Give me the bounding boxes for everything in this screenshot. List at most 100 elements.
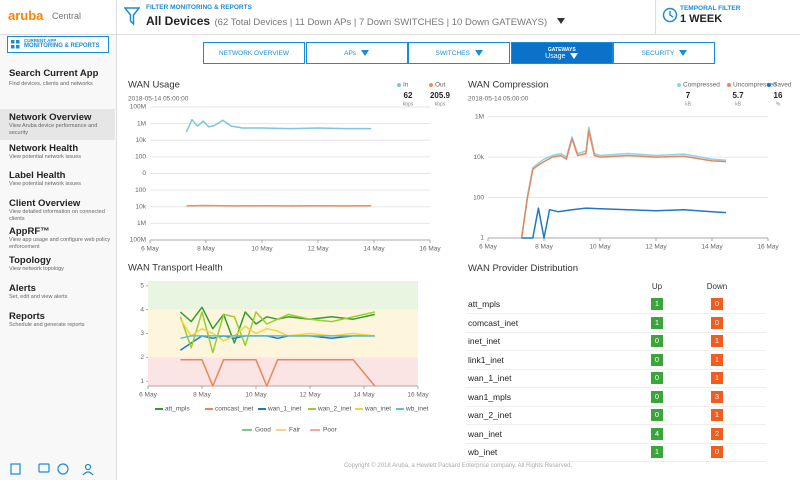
tab-label: SECURITY <box>641 49 675 57</box>
up-count: 0 <box>651 409 663 421</box>
tab[interactable]: SWITCHES <box>408 42 511 64</box>
temporal-value[interactable]: 1 WEEK <box>680 13 723 25</box>
down-count: 1 <box>711 409 723 421</box>
nav-title: Network Overview <box>9 112 92 123</box>
x-tick-label: 16 May <box>407 392 429 399</box>
series-line <box>179 311 375 354</box>
nav-subtitle: View app usage and configure web policy … <box>9 237 111 250</box>
nav-item[interactable]: Network Overview View Aruba device perfor… <box>0 109 115 140</box>
x-tick-label: 6 May <box>141 246 159 253</box>
nav-subtitle: View potential network issues <box>9 181 82 187</box>
column-header: Down <box>706 282 728 291</box>
nav-subtitle: View Aruba device performance and securi… <box>9 123 98 136</box>
timestamp: 2018-05-14 05:00:00 <box>128 96 189 103</box>
nav-item[interactable]: Topology View network topology <box>0 252 115 276</box>
column-header: Up <box>651 282 663 291</box>
chart-title: WAN Usage <box>128 80 180 91</box>
filter-label: FILTER MONITORING & REPORTS <box>146 4 252 11</box>
y-tick-label: 10k <box>136 137 147 144</box>
legend-label: wan_2_inet <box>317 406 351 413</box>
x-tick-label: 16 May <box>419 246 441 253</box>
series-line <box>179 306 375 344</box>
y-tick-label: 1 <box>480 235 484 242</box>
x-tick-label: 8 May <box>193 392 211 399</box>
sidebar-icons <box>10 463 94 476</box>
nav-title: Label Health <box>9 170 66 181</box>
x-tick-label: 8 May <box>535 244 553 251</box>
legend-unit: kbps <box>435 101 446 107</box>
panel-title: WAN Provider Distribution <box>468 263 578 274</box>
legend-swatch <box>429 83 433 87</box>
nav-item[interactable]: Reports Schedule and generate reports <box>0 308 115 332</box>
up-count: 0 <box>651 335 663 347</box>
tab-label: GATEWAYS <box>547 47 576 53</box>
down-count: 1 <box>711 335 723 347</box>
series-line <box>520 126 727 239</box>
legend-label: wb_inet <box>405 406 429 413</box>
y-tick-label: 100 <box>135 154 146 161</box>
tab[interactable]: GATEWAYS Usage <box>510 42 613 64</box>
legend-unit: kbps <box>403 101 414 107</box>
series-line <box>185 118 372 133</box>
legend-label: wan_inet <box>364 406 391 413</box>
x-tick-label: 10 May <box>251 246 273 253</box>
help-icon[interactable] <box>57 463 69 475</box>
filter-icon <box>124 7 140 26</box>
user-icon-body <box>82 471 94 476</box>
app-name: MONITORING & REPORTS <box>24 43 100 49</box>
up-count: 0 <box>651 372 663 384</box>
search-subtitle: Find devices, clients and networks <box>9 81 93 87</box>
chat-icon[interactable] <box>38 463 50 473</box>
down-count: 0 <box>711 298 723 310</box>
y-tick-label: 100M <box>130 104 146 111</box>
x-tick-label: 12 May <box>645 244 667 251</box>
tab-label: SWITCHES <box>435 49 470 57</box>
tab[interactable]: SECURITY <box>613 42 716 64</box>
tab-sublabel: Usage <box>545 53 566 60</box>
down-count: 2 <box>711 427 723 440</box>
tab-label-row: GATEWAYS <box>548 46 576 53</box>
x-tick-label: 12 May <box>307 246 329 253</box>
provider-name: wb_inet <box>468 447 498 457</box>
filter-selector[interactable]: All Devices (62 Total Devices | 11 Down … <box>146 12 565 30</box>
legend-value: 7 <box>686 91 691 100</box>
legend-label: In <box>403 82 409 89</box>
provider-name: wan_inet <box>468 428 503 439</box>
x-tick-label: 14 May <box>701 244 723 251</box>
tab[interactable]: NETWORK OVERVIEW <box>203 42 305 64</box>
log-icon[interactable] <box>10 463 21 475</box>
user-icon[interactable] <box>84 463 92 471</box>
nav-item[interactable]: Client Overview View detailed information… <box>0 195 115 226</box>
tab-label-row: NETWORK OVERVIEW <box>219 50 289 57</box>
down-count: 0 <box>711 316 723 329</box>
down-count: 1 <box>711 353 723 366</box>
x-tick-label: 12 May <box>299 392 321 399</box>
down-count: 1 <box>711 372 723 384</box>
provider-name: comcast_inet <box>468 317 519 328</box>
x-tick-label: 10 May <box>589 244 611 251</box>
up-count: 0 <box>651 390 663 403</box>
y-tick-label: 1M <box>137 220 146 227</box>
dropdown-arrow <box>361 49 370 56</box>
app-switcher[interactable]: CURRENT APP MONITORING & REPORTS <box>7 36 109 53</box>
search-title[interactable]: Search Current App <box>9 68 99 79</box>
header-bar <box>0 0 800 35</box>
up-count: 0 <box>651 353 663 366</box>
down-count: 0 <box>711 446 723 458</box>
legend-label: Saved <box>773 82 792 89</box>
nav-item[interactable]: Network Health View potential network iss… <box>0 140 115 164</box>
provider-name: wan_1_inet <box>468 373 512 383</box>
nav-item[interactable]: Alerts Set, edit and view alerts <box>0 280 115 304</box>
row-separator <box>466 442 766 444</box>
nav-item[interactable]: AppRF™ View app usage and configure web p… <box>0 223 115 254</box>
legend-value: 62 <box>404 91 413 100</box>
app-icon <box>11 40 20 49</box>
legend-value: 16 <box>774 91 783 100</box>
tab[interactable]: APs <box>305 42 408 64</box>
nav-item[interactable]: Label Health View potential network issue… <box>0 167 115 191</box>
tab-label-row: APs <box>344 49 370 57</box>
sidebar-divider <box>116 0 117 480</box>
legend-swatch <box>727 83 731 87</box>
